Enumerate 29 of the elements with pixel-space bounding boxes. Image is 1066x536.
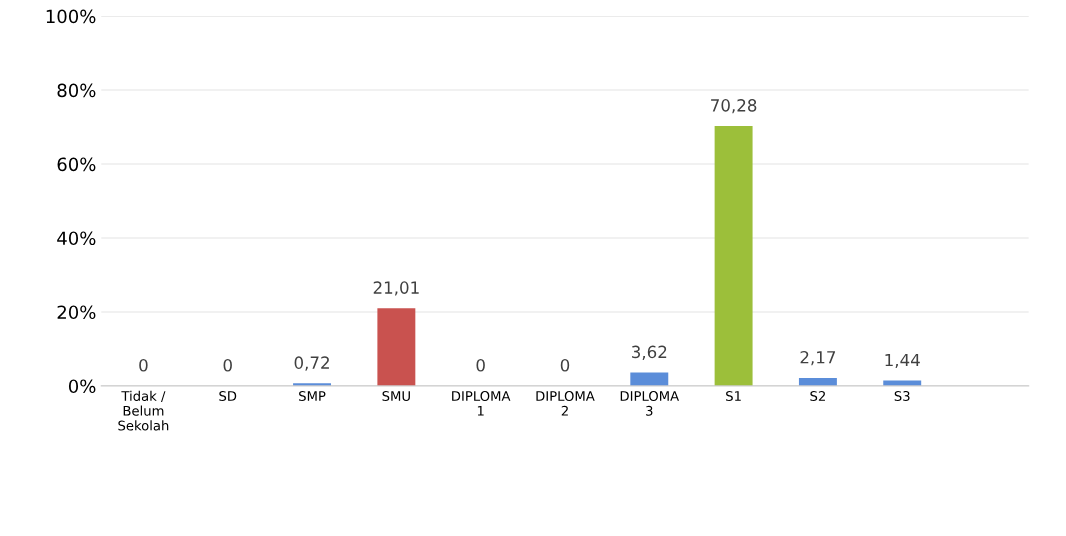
y-tick-label: 80% <box>57 83 96 98</box>
x-tick-label: DIPLOMA 3 <box>620 391 680 416</box>
data-label: 2,17 <box>800 350 836 366</box>
bar <box>377 308 416 386</box>
data-label: 3,62 <box>632 345 667 360</box>
data-label: 0 <box>223 358 232 372</box>
x-tick-label: SMP <box>299 391 326 401</box>
x-tick-label: DIPLOMA 2 <box>536 391 595 416</box>
x-tick-label: SD <box>219 391 237 401</box>
data-label: 0 <box>476 358 485 372</box>
data-label: 70,28 <box>711 99 757 114</box>
data-label: 0,72 <box>294 356 329 371</box>
y-tick-label: 60% <box>57 157 96 172</box>
bar <box>630 372 669 386</box>
data-label: 0 <box>560 358 570 372</box>
x-tick-label: Tidak / Belum Sekolah <box>118 390 169 431</box>
data-label: 0 <box>139 358 148 372</box>
x-tick-label: S1 <box>726 391 741 401</box>
y-tick-label: 100% <box>46 9 96 24</box>
x-tick-label: S2 <box>810 391 825 401</box>
x-tick-label: S3 <box>894 391 910 401</box>
y-tick-label: 20% <box>57 305 96 320</box>
y-tick-label: 40% <box>57 231 96 246</box>
x-tick-label: SMU <box>382 391 410 401</box>
data-label: 21,01 <box>373 281 419 296</box>
data-label: 1,44 <box>885 353 920 368</box>
x-tick-label: DIPLOMA 1 <box>452 391 511 416</box>
y-tick-label: 0% <box>68 379 96 394</box>
bar <box>714 126 753 386</box>
